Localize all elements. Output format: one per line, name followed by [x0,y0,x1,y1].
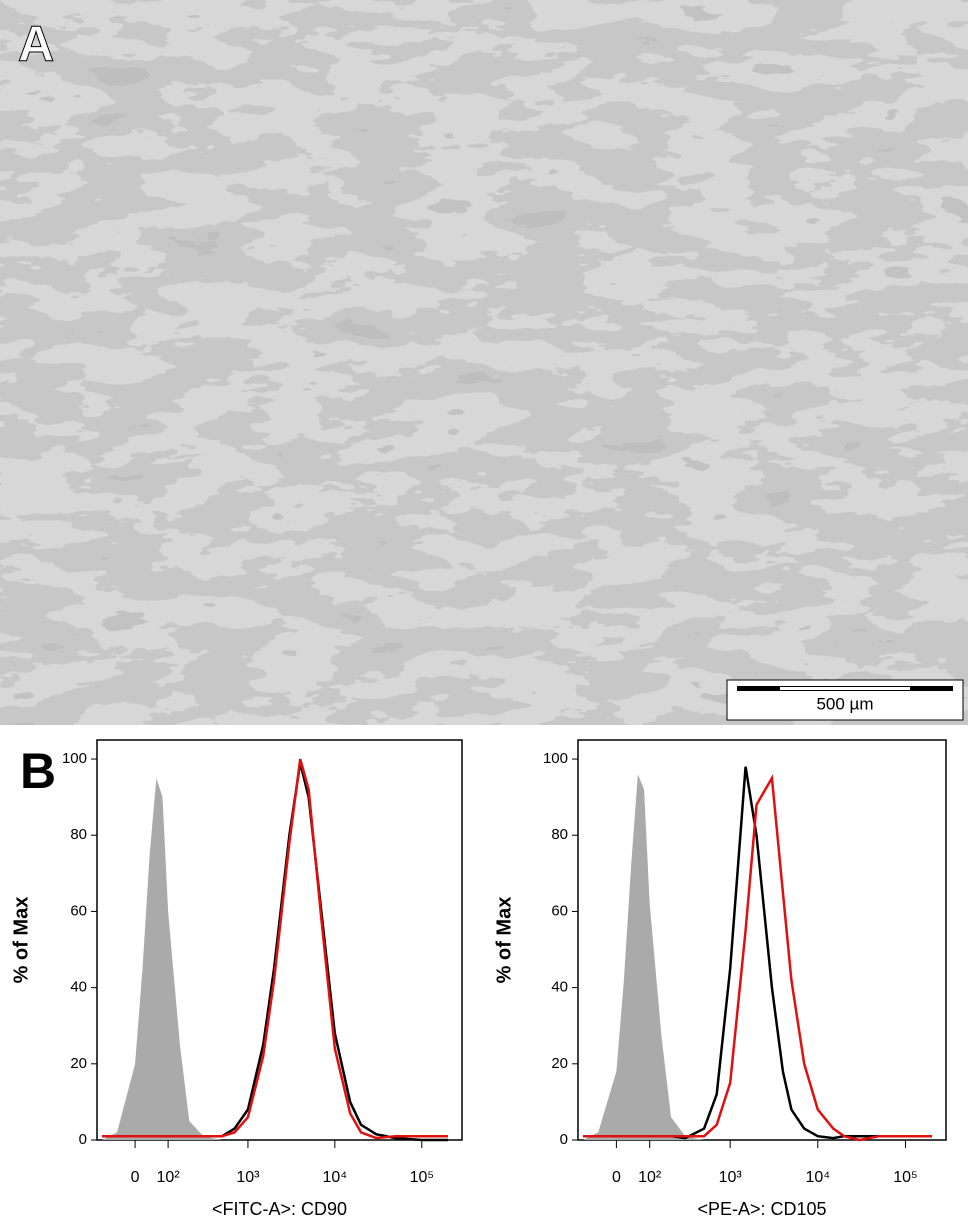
y-tick-label: 40 [70,979,87,996]
y-tick-label: 0 [560,1131,568,1148]
y-tick-label: 80 [551,826,568,843]
y-axis-label: % of Max [493,897,515,984]
scale-bar: 500 µm [726,679,964,721]
x-tick-label: 10⁵ [410,1169,434,1186]
x-tick-label: 10³ [719,1169,743,1186]
x-axis-label: <FITC-A>: CD90 [212,1199,347,1219]
micrograph [0,0,968,725]
y-tick-label: 0 [79,1131,87,1148]
x-tick-label: 0 [131,1169,140,1186]
y-axis-label: % of Max [10,897,32,984]
x-tick-label: 10³ [236,1169,260,1186]
y-tick-label: 60 [70,902,87,919]
scale-bar-label: 500 µm [816,694,873,713]
x-tick-label: 10⁴ [322,1169,347,1186]
x-tick-label: 10² [157,1169,181,1186]
y-tick-label: 60 [551,902,568,919]
x-tick-label: 10⁴ [805,1169,830,1186]
line [102,758,448,1140]
line [583,774,932,1142]
panel-label: B [20,743,56,799]
area [583,774,932,1140]
x-tick-label: 10⁵ [893,1169,917,1186]
y-tick-label: 100 [62,750,87,767]
y-tick-label: 80 [70,826,87,843]
x-tick-label: 10² [638,1169,662,1186]
y-tick-label: 20 [70,1055,87,1072]
area [102,778,448,1140]
panel-label: A [18,16,54,72]
y-tick-label: 100 [543,750,568,767]
y-tick-label: 20 [551,1055,568,1072]
x-tick-label: 0 [612,1169,621,1186]
x-axis-label: <PE-A>: CD105 [697,1199,826,1219]
y-tick-label: 40 [551,979,568,996]
